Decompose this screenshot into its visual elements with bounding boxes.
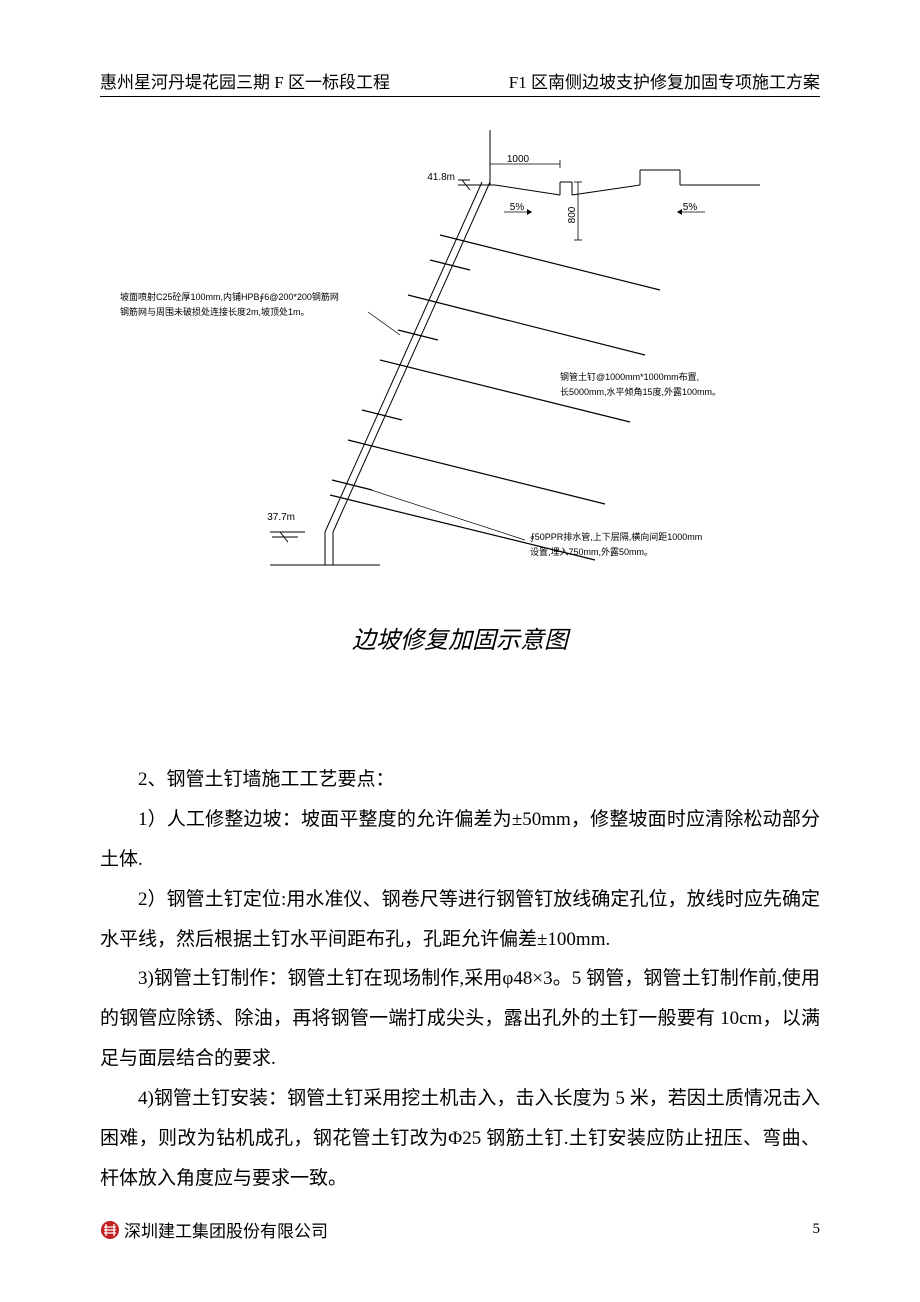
page-number: 5 (813, 1221, 821, 1238)
drain-pipes (332, 260, 470, 490)
footer-left: 深圳建工集团股份有限公司 (100, 1217, 328, 1242)
page-header: 惠州星河丹堤花园三期 F 区一标段工程 F1 区南侧边坡支护修复加固专项施工方案 (100, 68, 820, 93)
body-p2: 2）钢管土钉定位:用水准仪、钢卷尺等进行钢管钉放线确定孔位，放线时应先确定水平线… (100, 880, 820, 960)
note2-line1: 钢管土钉@1000mm*1000mm布置, (560, 371, 699, 382)
body-p4: 4)钢管土钉安装：钢管土钉采用挖土机击入，击入长度为 5 米，若因土质情况击入困… (100, 1079, 820, 1199)
note3-leader (365, 488, 525, 540)
note1-line1: 坡面喷射C25砼厚100mm,内铺HPB∮6@200*200钢筋网 (120, 291, 339, 302)
page-footer: 深圳建工集团股份有限公司 5 (100, 1217, 820, 1242)
diagram-caption: 边坡修复加固示意图 (0, 620, 920, 655)
slope-diagram: 41.8m 1000 800 5% 5% 37.7m (100, 120, 820, 610)
slope-left-label: 5% (510, 202, 525, 213)
note1-leader (368, 312, 400, 335)
crown-slope-right (572, 185, 640, 195)
bottom-elev-label: 37.7m (267, 512, 295, 523)
note2-line2: 长5000mm,水平倾角15度,外露100mm。 (560, 386, 721, 397)
header-underline (100, 96, 820, 97)
diagram-svg: 41.8m 1000 800 5% 5% 37.7m (100, 120, 820, 610)
body-p3: 3)钢管土钉制作：钢管土钉在现场制作,采用φ48×3。5 钢管，钢管土钉制作前,… (100, 959, 820, 1079)
note3-line1: ∮50PPR排水管,上下层隔,横向间距1000mm (530, 531, 702, 542)
dim-1000: 1000 (507, 154, 530, 165)
note3-line2: 设置,埋入750mm,外露50mm。 (530, 546, 653, 557)
footer-company: 深圳建工集团股份有限公司 (124, 1217, 328, 1242)
body-p1: 1）人工修整边坡：坡面平整度的允许偏差为±50mm，修整坡面时应清除松动部分土体… (100, 800, 820, 880)
header-left: 惠州星河丹堤花园三期 F 区一标段工程 (100, 68, 390, 93)
elev-mark-bottom (270, 532, 305, 542)
soil-nails (330, 235, 660, 560)
body-heading: 2、钢管土钉墙施工工艺要点： (100, 760, 820, 800)
dim-800: 800 (567, 206, 578, 223)
body-text: 2、钢管土钉墙施工工艺要点： 1）人工修整边坡：坡面平整度的允许偏差为±50mm… (100, 760, 820, 1199)
company-logo-icon (100, 1220, 120, 1240)
slope-right-label: 5% (683, 202, 698, 213)
slope-face-inner (325, 182, 482, 532)
crown-slope-left (495, 185, 560, 195)
note1-line2: 钢筋网与周围未破损处连接长度2m,坡顶处1m。 (120, 306, 310, 317)
elev-mark-top (458, 180, 472, 190)
header-right: F1 区南侧边坡支护修复加固专项施工方案 (509, 68, 820, 93)
slope-face-outer (333, 182, 490, 532)
top-elev-label: 41.8m (427, 172, 455, 183)
